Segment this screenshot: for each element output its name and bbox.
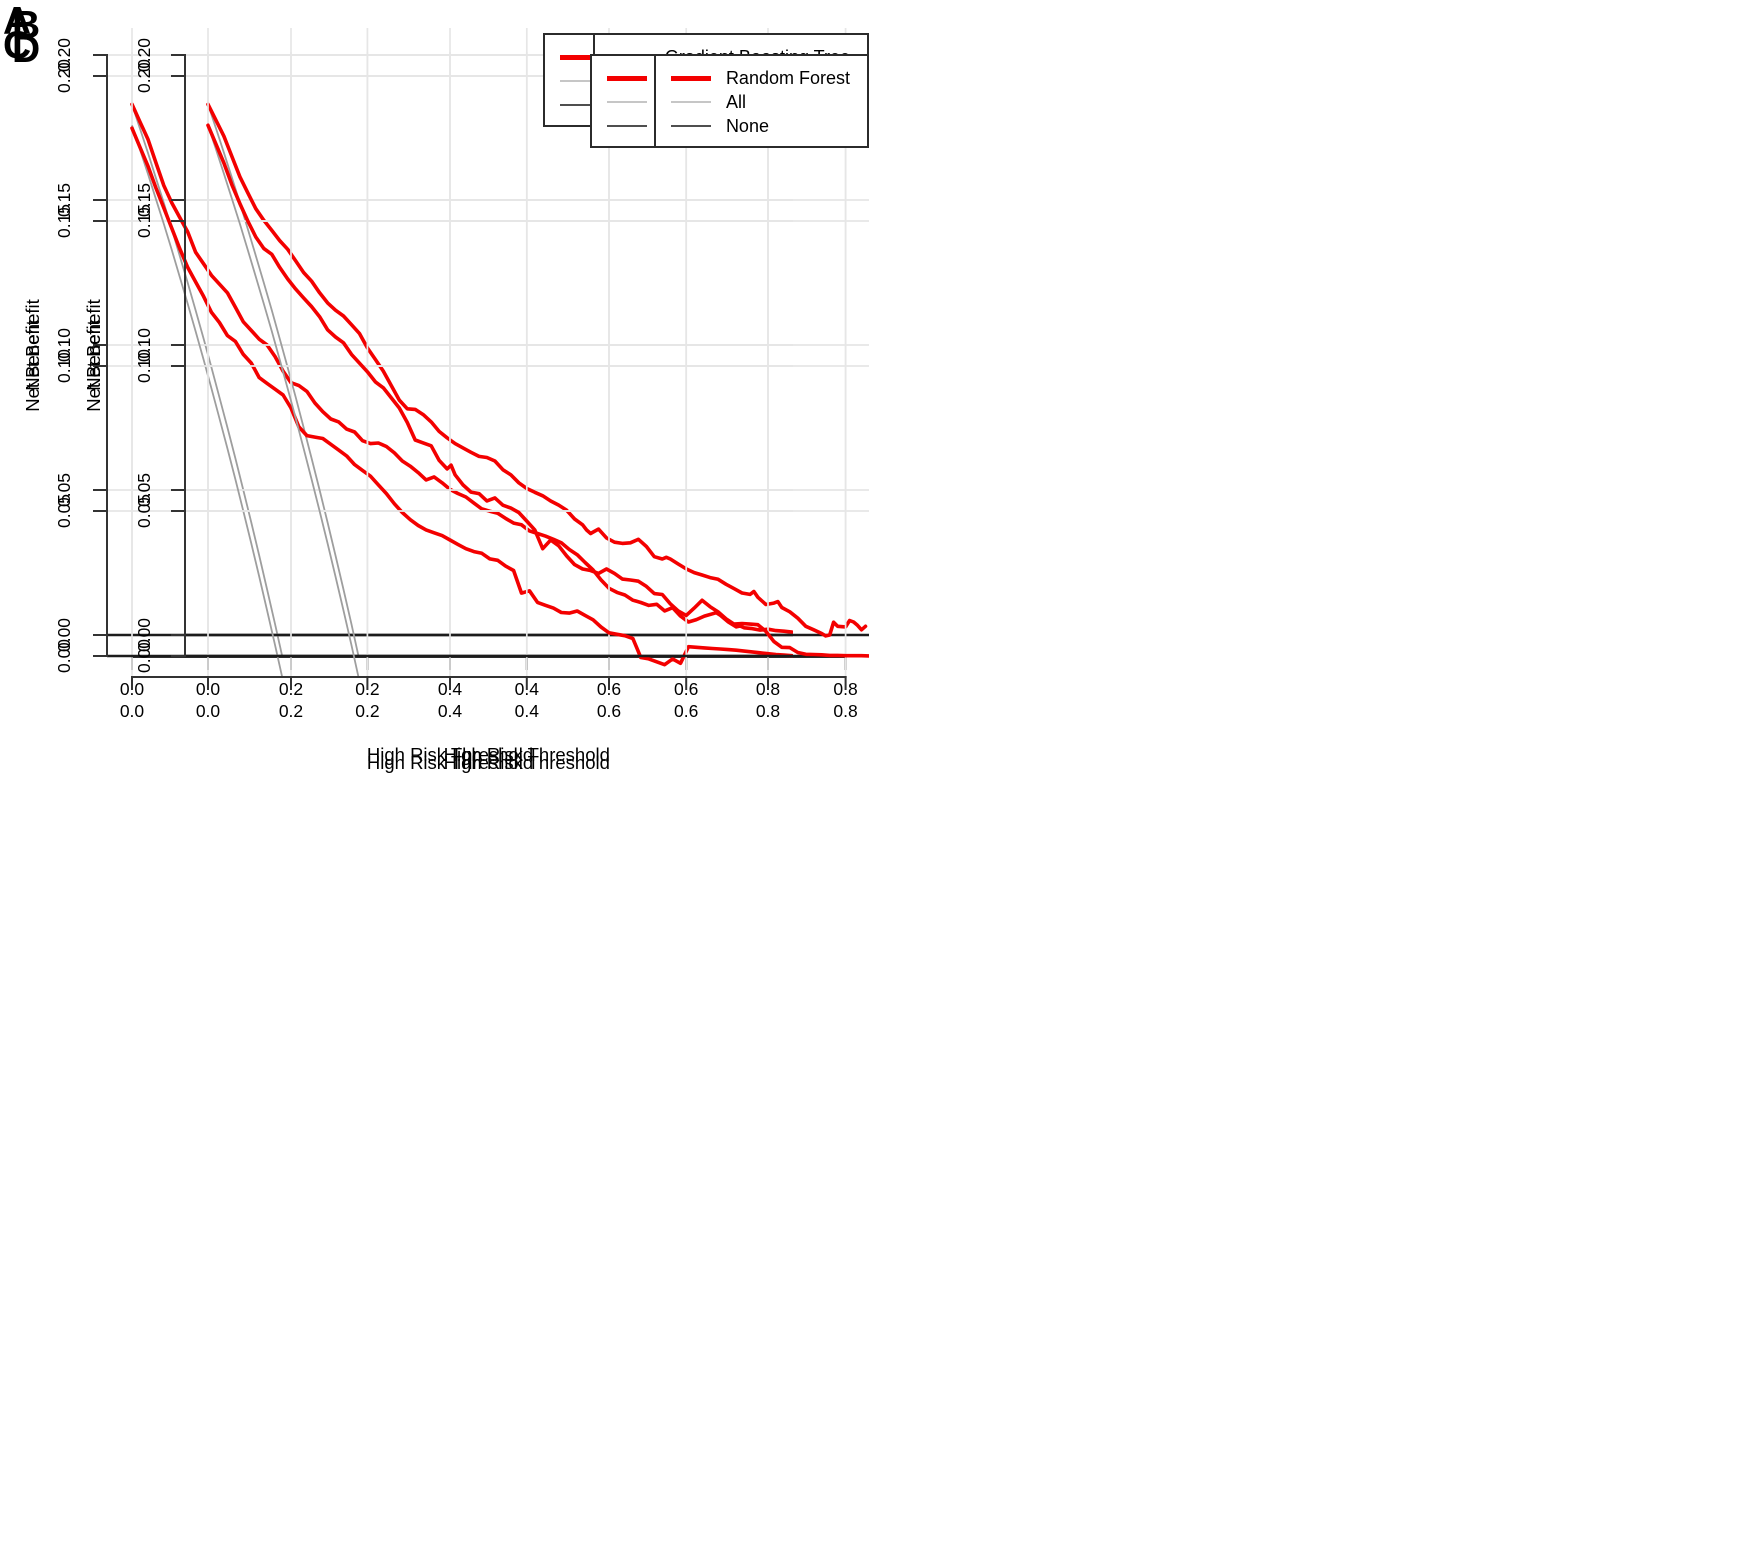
y-tick-label: 0.20 (54, 38, 74, 72)
legend-all-line-swatch (670, 101, 711, 103)
y-tick-label: 0.15 (54, 204, 74, 238)
legend-model-line-swatch (559, 54, 600, 60)
x-tick-label: 0.6 (597, 701, 621, 721)
y-tick-label: 0.10 (54, 349, 74, 383)
y-tick-label: 0.15 (134, 183, 154, 217)
y-tick-label: 0.20 (134, 59, 154, 93)
y-tick-label: 0.20 (134, 38, 154, 72)
x-tick-label: 0.2 (279, 701, 303, 721)
x-axis-title: High Risk Threshold (444, 744, 610, 765)
x-tick-label: 0.0 (196, 701, 221, 721)
y-axis-title: Net Benefit (83, 299, 104, 391)
panel-D: D 0.0 0.2 0.4 0.6 0.8 0.00 0.05 0.10 0.15 0.20 Hig… (0, 0, 871, 777)
model-curve (130, 102, 793, 634)
y-tick-label: 0.10 (134, 328, 154, 362)
legend-all-line-swatch (606, 101, 647, 103)
y-tick-label: 0.00 (54, 618, 74, 652)
x-tick-label: 0.2 (355, 701, 379, 721)
x-tick-label: 0.6 (674, 701, 698, 721)
tick-labels: 0.0 0.2 0.4 0.6 0.8 0.00 0.05 0.10 0.15 0.20 (134, 59, 858, 721)
all-reference-line (207, 104, 360, 657)
y-axis-title: Net Benefit (83, 320, 104, 412)
legend-model-line-swatch (670, 75, 711, 81)
y-tick-label: 0.20 (54, 59, 74, 93)
dca-plot-random-forest: 0.0 0.2 0.4 0.6 0.8 0.00 0.05 0.10 0.15 0.20 High … (83, 52, 869, 773)
all-reference-line (207, 125, 360, 677)
y-tick-label: 0.05 (134, 494, 154, 528)
y-tick-label: 0.00 (134, 639, 154, 673)
tick-labels: 0.0 0.2 0.4 0.6 0.80.000.050.100.150.20 (134, 38, 858, 699)
legend-none-row: None (656, 114, 850, 138)
x-tick-label: 0.4 (515, 701, 540, 721)
y-tick-label: 0.10 (54, 328, 74, 362)
panel-letter-A: A (3, 0, 32, 43)
legend-none-label: None (725, 115, 769, 136)
y-tick-label: 0.15 (134, 204, 154, 238)
dca-plot-gradient-boosting-tree: 0.0 0.2 0.4 0.6 0.8 0.00 0.05 0.10 0.15 0.20 High … (83, 28, 869, 765)
all-reference-line (131, 104, 284, 657)
legend-all-row: All (656, 90, 850, 114)
x-tick-label: 0.4 (438, 701, 463, 721)
x-axis-title: High Risk Threshold (367, 744, 533, 765)
y-tick-label: 0.15 (54, 183, 74, 217)
axes (171, 75, 847, 690)
y-tick-label: 0.00 (134, 618, 154, 652)
y-axis-title: Net Benefit (22, 320, 43, 412)
y-axis-title: Net Benefit (22, 299, 43, 391)
legend: Random Forest All None (653, 54, 869, 148)
tick-labels: 0.0 0.2 0.4 0.6 0.8 0.00 0.05 0.10 0.15 0.20 (54, 59, 780, 721)
panel-letter-D: D (12, 28, 41, 71)
model-curve (206, 123, 869, 658)
legend-none-line-swatch (670, 125, 711, 127)
x-axis-title: High Risk Threshold (367, 752, 533, 773)
legend-none-line-swatch (559, 104, 600, 106)
x-tick-label: 0.0 (120, 701, 145, 721)
model-curve (130, 126, 793, 667)
x-axis-title: High Risk Threshold (444, 752, 610, 773)
y-tick-label: 0.05 (134, 473, 154, 507)
y-tick-label: 0.10 (134, 349, 154, 383)
y-tick-label: 0.05 (54, 494, 74, 528)
legend-model-label: Random Forest (725, 67, 850, 88)
legend-none-line-swatch (606, 125, 647, 127)
panel-letter-B: B (12, 4, 41, 47)
all-reference-line (131, 125, 284, 677)
legend-all-line-swatch (559, 80, 600, 82)
legend-model-row: Random Forest (656, 66, 850, 90)
y-tick-label: 0.05 (54, 473, 74, 507)
panel-letter-C: C (3, 24, 32, 67)
y-tick-label: 0.00 (54, 639, 74, 673)
legend-all-label: All (725, 91, 746, 112)
legend-model-line-swatch (606, 75, 647, 81)
x-tick-label: 0.8 (756, 701, 780, 721)
model-curve (206, 102, 868, 638)
x-tick-label: 0.8 (833, 701, 857, 721)
